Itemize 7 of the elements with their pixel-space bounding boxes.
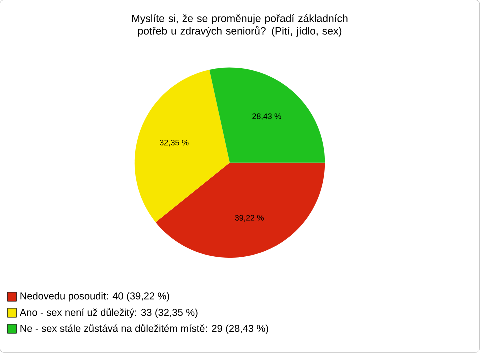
chart-title: Myslíte si, že se proměnuje pořadí základních potřeb u zdravých seniorů? (Pití, jídlo, sex)	[132, 14, 348, 38]
legend-label: Nedovedu posoudit: 40 (39,22 %)	[20, 292, 170, 302]
data-label: 32,35 %	[160, 140, 189, 147]
data-label: 39,22 %	[235, 215, 264, 222]
data-label: 28,43 %	[252, 114, 282, 120]
legend-label: Ano - sex není už důležitý: 33 (32,35 %)	[20, 308, 198, 318]
legend-label: Ne - sex stále zůstává na důležitém místě: 29 (28,43 %)	[20, 324, 268, 334]
